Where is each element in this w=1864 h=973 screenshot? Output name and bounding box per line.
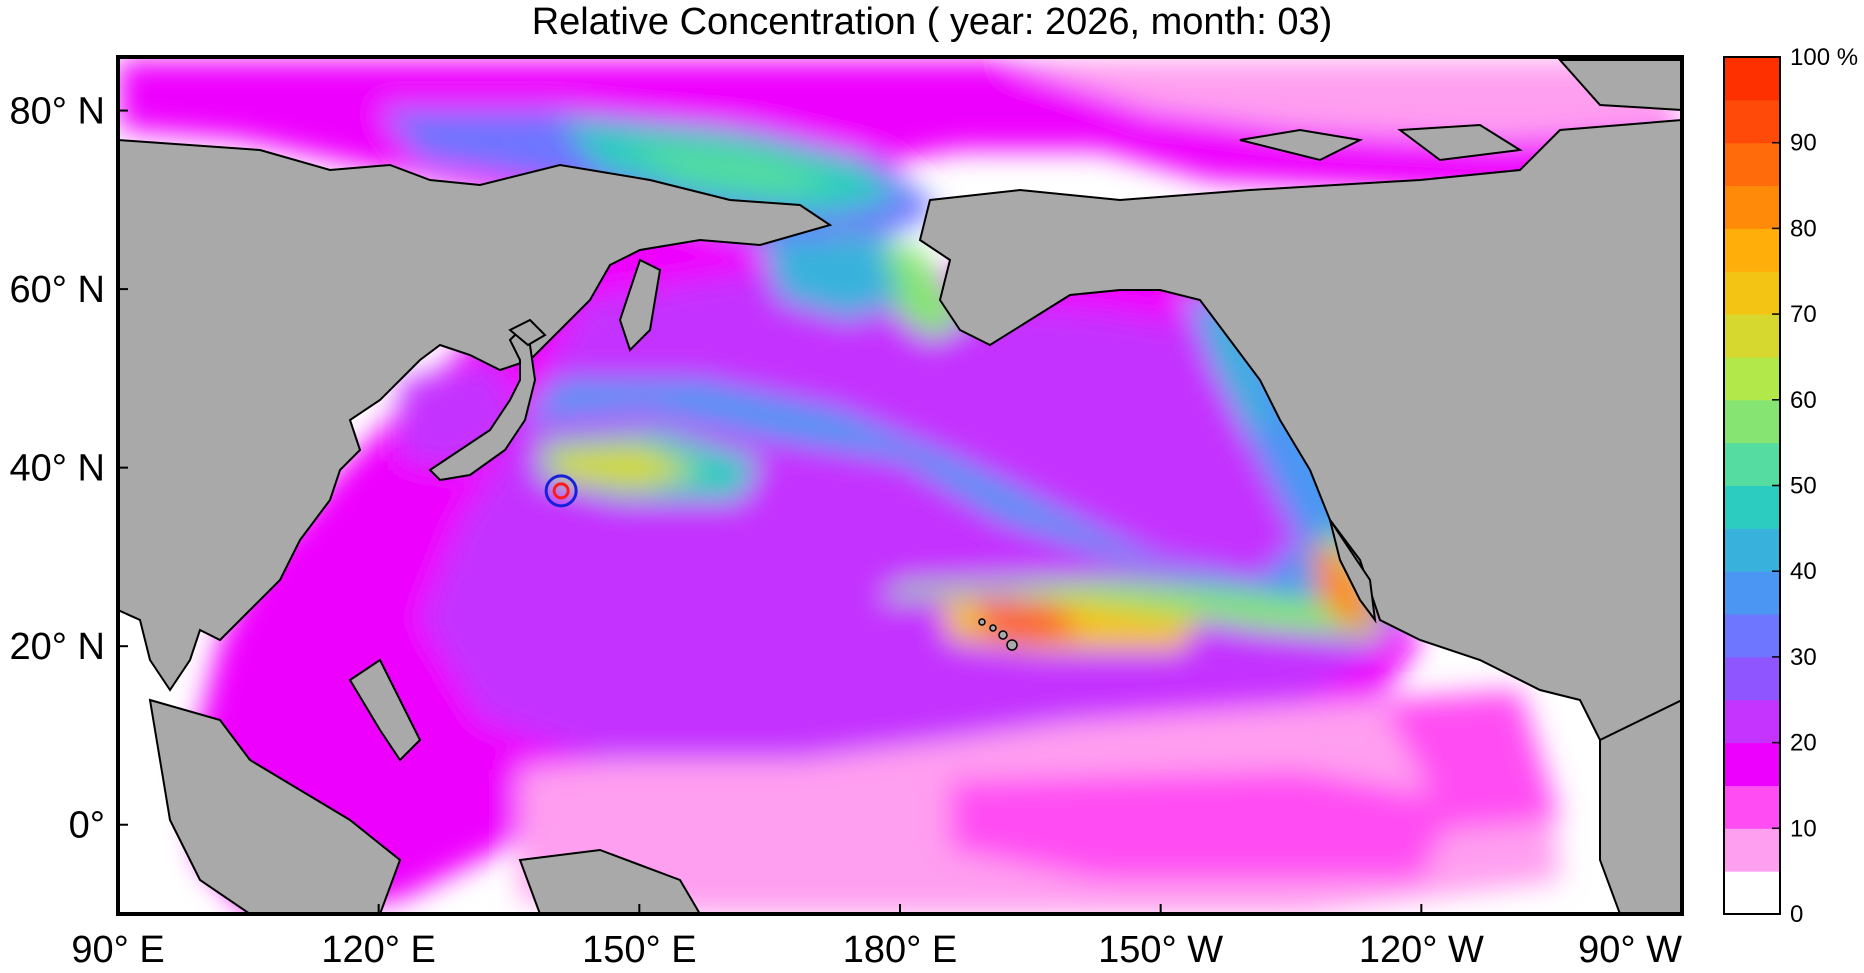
colorbar-tick-label: 60 xyxy=(1790,387,1817,414)
eurasia-landmass xyxy=(118,138,833,692)
colorbar-segment xyxy=(1724,656,1780,701)
colorbar: 0 10 20 30 40 50 60 70 80 90 100 % xyxy=(1723,44,1858,928)
x-tick-label: 180° E xyxy=(843,929,958,971)
greenland-edge xyxy=(1557,59,1682,112)
arctic-islands-2 xyxy=(1397,123,1523,162)
north-america-landmass xyxy=(918,118,1682,762)
colorbar-tick-label: 50 xyxy=(1790,473,1817,500)
x-tick-label: 120° E xyxy=(321,929,436,971)
colorbar-tick-label: 70 xyxy=(1790,301,1817,328)
land-masses xyxy=(118,59,1682,914)
x-tick-label: 150° W xyxy=(1098,929,1223,971)
colorbar-segment xyxy=(1724,614,1780,658)
new-guinea xyxy=(518,848,702,914)
colorbar-segment xyxy=(1724,142,1780,187)
baja-california xyxy=(1329,519,1377,624)
colorbar-segment xyxy=(1724,871,1780,915)
x-tick-label: 90° E xyxy=(71,929,164,971)
kamchatka xyxy=(618,258,662,352)
colorbar-segment xyxy=(1724,228,1780,272)
map-title: Relative Concentration ( year: 2026, mon… xyxy=(531,1,1333,43)
x-axis-ticks: 90° E 120° E 150° E 180° E 150° W 120° W 90° W xyxy=(71,904,1683,971)
colorbar-tick-label: 0 xyxy=(1790,901,1803,928)
y-axis-ticks: 80° N 60° N 40° N 20° N 0° xyxy=(10,91,128,847)
map-plot-area xyxy=(118,57,1682,914)
colorbar-tick-label: 20 xyxy=(1790,730,1817,757)
source-point-marker xyxy=(544,474,578,508)
colorbar-segment xyxy=(1724,356,1780,401)
hawaii-islands xyxy=(978,618,1018,651)
colorbar-tick-label: 40 xyxy=(1790,558,1817,585)
x-tick-label: 90° W xyxy=(1578,929,1682,971)
colorbar-tick-label: 30 xyxy=(1790,644,1817,671)
colorbar-segment xyxy=(1724,399,1780,444)
x-tick-label: 150° E xyxy=(582,929,697,971)
philippines xyxy=(348,658,422,762)
hokkaido xyxy=(508,318,547,347)
maritime-se-asia xyxy=(148,698,402,914)
colorbar-segment xyxy=(1724,185,1780,229)
colorbar-segment xyxy=(1724,99,1780,144)
colorbar-tick-label: 100 % xyxy=(1790,44,1858,71)
colorbar-segment xyxy=(1724,828,1780,872)
colorbar-tick-label: 80 xyxy=(1790,215,1817,242)
y-tick-label: 40° N xyxy=(10,448,105,490)
arctic-islands xyxy=(1239,128,1364,162)
y-tick-label: 20° N xyxy=(10,626,105,668)
colorbar-segment xyxy=(1724,571,1780,615)
x-tick-label: 120° W xyxy=(1359,929,1484,971)
colorbar-segment xyxy=(1724,57,1780,101)
colorbar-segment xyxy=(1724,314,1780,358)
colorbar-segment xyxy=(1724,485,1780,529)
y-tick-label: 0° xyxy=(69,805,105,847)
y-tick-label: 80° N xyxy=(10,91,105,133)
colorbar-tick-label: 90 xyxy=(1790,130,1817,157)
colorbar-tick-label: 10 xyxy=(1790,815,1817,842)
y-tick-label: 60° N xyxy=(10,269,105,311)
concentration-field xyxy=(118,60,1682,914)
colorbar-segment xyxy=(1724,528,1780,572)
colorbar-segment xyxy=(1724,785,1780,829)
colorbar-segment xyxy=(1724,742,1780,786)
colorbar-segment xyxy=(1724,699,1780,744)
colorbar-segment xyxy=(1724,271,1780,315)
colorbar-segment xyxy=(1724,442,1780,486)
south-america-tip xyxy=(1599,698,1682,914)
